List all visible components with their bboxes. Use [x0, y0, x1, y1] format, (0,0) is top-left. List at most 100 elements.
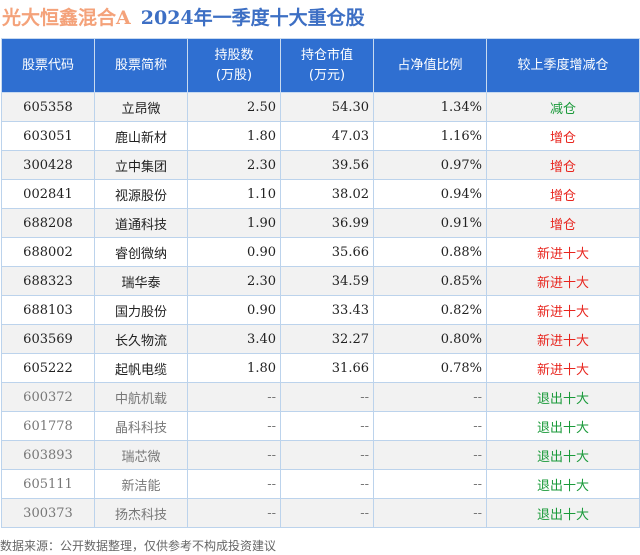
holdings-table: 股票代码 股票简称 持股数 (万股) 持仓市值 (万元) 占净值比例 较上季度增减仓 60… [1, 38, 640, 528]
table-header: 股票代码 股票简称 持股数 (万股) 持仓市值 (万元) 占净值比例 较上季度增减仓 [1, 38, 640, 93]
stock-name: 瑞芯微 [94, 440, 188, 470]
table-row: 688208 道通科技 1.90 36.99 0.91% 增仓 [1, 208, 640, 238]
stock-name: 立中集团 [94, 150, 188, 180]
stock-name: 长久物流 [94, 324, 188, 354]
net-value-ratio: -- [373, 498, 487, 528]
table-row: 605222 起帆电缆 1.80 31.66 0.78% 新进十大 [1, 353, 640, 383]
stock-name: 新洁能 [94, 469, 188, 499]
stock-code: 603893 [1, 440, 95, 470]
table-row: 600372 中航机载 -- -- -- 退出十大 [1, 382, 640, 412]
position-change: 增仓 [486, 208, 640, 238]
position-change: 退出十大 [486, 382, 640, 412]
stock-code: 300373 [1, 498, 95, 528]
table-row: 601778 晶科科技 -- -- -- 退出十大 [1, 411, 640, 441]
stock-code: 688208 [1, 208, 95, 238]
market-value: 33.43 [280, 295, 374, 325]
stock-name: 道通科技 [94, 208, 188, 238]
position-change: 增仓 [486, 121, 640, 151]
stock-code: 002841 [1, 179, 95, 209]
stock-code: 600372 [1, 382, 95, 412]
position-change: 新进十大 [486, 237, 640, 267]
data-source-note: 数据来源：公开数据整理，仅供参考不构成投资建议 [0, 539, 277, 553]
net-value-ratio: -- [373, 440, 487, 470]
column-header: 股票代码 [1, 38, 95, 93]
table-row: 688323 瑞华泰 2.30 34.59 0.85% 新进十大 [1, 266, 640, 296]
table-row: 300373 扬杰科技 -- -- -- 退出十大 [1, 498, 640, 528]
column-header: 股票简称 [94, 38, 188, 93]
shares: -- [187, 440, 281, 470]
shares: -- [187, 411, 281, 441]
market-value: 54.30 [280, 92, 374, 122]
stock-code: 300428 [1, 150, 95, 180]
shares: 1.80 [187, 353, 281, 383]
position-change: 减仓 [486, 92, 640, 122]
net-value-ratio: 1.16% [373, 121, 487, 151]
net-value-ratio: -- [373, 382, 487, 412]
position-change: 退出十大 [486, 411, 640, 441]
market-value: 35.66 [280, 237, 374, 267]
market-value: -- [280, 469, 374, 499]
market-value: -- [280, 440, 374, 470]
title-subject: 2024年一季度十大重仓股 [140, 7, 365, 29]
stock-name: 鹿山新材 [94, 121, 188, 151]
position-change: 新进十大 [486, 324, 640, 354]
stock-name: 起帆电缆 [94, 353, 188, 383]
position-change: 退出十大 [486, 469, 640, 499]
stock-name: 睿创微纳 [94, 237, 188, 267]
market-value: -- [280, 498, 374, 528]
stock-name: 中航机载 [94, 382, 188, 412]
column-header: 持股数 (万股) [187, 38, 281, 93]
stock-name: 晶科科技 [94, 411, 188, 441]
table-row: 605111 新洁能 -- -- -- 退出十大 [1, 469, 640, 499]
shares: 0.90 [187, 237, 281, 267]
table-row: 603569 长久物流 3.40 32.27 0.80% 新进十大 [1, 324, 640, 354]
stock-code: 603569 [1, 324, 95, 354]
stock-code: 605222 [1, 353, 95, 383]
stock-code: 688002 [1, 237, 95, 267]
table-row: 605358 立昂微 2.50 54.30 1.34% 减仓 [1, 92, 640, 122]
net-value-ratio: -- [373, 469, 487, 499]
net-value-ratio: 0.78% [373, 353, 487, 383]
market-value: 36.99 [280, 208, 374, 238]
shares: -- [187, 469, 281, 499]
net-value-ratio: 0.88% [373, 237, 487, 267]
net-value-ratio: 0.82% [373, 295, 487, 325]
shares: -- [187, 382, 281, 412]
stock-name: 国力股份 [94, 295, 188, 325]
shares: 3.40 [187, 324, 281, 354]
shares: 1.10 [187, 179, 281, 209]
market-value: -- [280, 382, 374, 412]
market-value: 47.03 [280, 121, 374, 151]
table-row: 002841 视源股份 1.10 38.02 0.94% 增仓 [1, 179, 640, 209]
market-value: 31.66 [280, 353, 374, 383]
column-header: 较上季度增减仓 [486, 38, 640, 93]
stock-name: 扬杰科技 [94, 498, 188, 528]
stock-code: 605358 [1, 92, 95, 122]
column-header: 持仓市值 (万元) [280, 38, 374, 93]
position-change: 退出十大 [486, 498, 640, 528]
shares: 1.80 [187, 121, 281, 151]
market-value: 32.27 [280, 324, 374, 354]
stock-name: 立昂微 [94, 92, 188, 122]
column-header: 占净值比例 [373, 38, 487, 93]
stock-code: 601778 [1, 411, 95, 441]
net-value-ratio: 0.97% [373, 150, 487, 180]
position-change: 新进十大 [486, 295, 640, 325]
stock-name: 瑞华泰 [94, 266, 188, 296]
net-value-ratio: 0.91% [373, 208, 487, 238]
net-value-ratio: -- [373, 411, 487, 441]
market-value: 39.56 [280, 150, 374, 180]
stock-code: 688323 [1, 266, 95, 296]
shares: 2.50 [187, 92, 281, 122]
table-row: 603893 瑞芯微 -- -- -- 退出十大 [1, 440, 640, 470]
fund-name: 光大恒鑫混合A [2, 7, 131, 29]
market-value: 38.02 [280, 179, 374, 209]
position-change: 增仓 [486, 150, 640, 180]
net-value-ratio: 1.34% [373, 92, 487, 122]
shares: 0.90 [187, 295, 281, 325]
shares: 1.90 [187, 208, 281, 238]
position-change: 新进十大 [486, 353, 640, 383]
position-change: 新进十大 [486, 266, 640, 296]
stock-name: 视源股份 [94, 179, 188, 209]
market-value: 34.59 [280, 266, 374, 296]
